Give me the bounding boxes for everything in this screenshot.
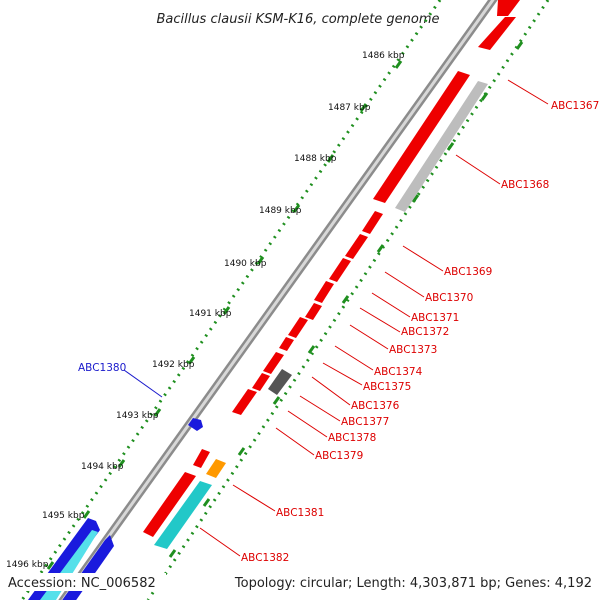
gene-label[interactable]: ABC1376 bbox=[351, 400, 400, 412]
gene-label[interactable]: ABC1372 bbox=[401, 326, 449, 338]
map-title: Bacillus clausii KSM-K16, complete genom… bbox=[156, 12, 439, 27]
kbp-label: 1489 kbp bbox=[259, 206, 302, 216]
gene-label[interactable]: ABC1373 bbox=[389, 344, 437, 356]
gene-label[interactable]: ABC1371 bbox=[411, 312, 459, 324]
gene-label[interactable]: ABC1379 bbox=[315, 450, 363, 462]
kbp-label: 1487 kbp bbox=[328, 103, 371, 113]
kbp-label: 1488 kbp bbox=[294, 154, 337, 164]
gene-abc1375[interactable] bbox=[279, 337, 294, 351]
footer-backdrop-right bbox=[258, 573, 596, 591]
accession-text: Accession: NC_006582 bbox=[8, 576, 156, 591]
genome-backbone bbox=[58, 0, 498, 600]
gene-abc1382[interactable] bbox=[154, 481, 212, 549]
gene-label[interactable]: ABC1374 bbox=[374, 366, 423, 378]
gene-labels: ABC1367 ABC1368 ABC1369 ABC1370 ABC1371 … bbox=[78, 100, 599, 564]
kbp-label: 1490 kbp bbox=[224, 259, 267, 269]
gene-abc1380[interactable] bbox=[188, 418, 203, 431]
kbp-label: 1496 kbp bbox=[6, 560, 49, 570]
kbp-label: 1495 kbp bbox=[42, 511, 85, 521]
gene-abc1381-a[interactable] bbox=[193, 449, 210, 468]
outer-ruler-line bbox=[20, 0, 442, 600]
gene-abc1372[interactable] bbox=[314, 281, 334, 303]
genome-summary-text: Topology: circular; Length: 4,303,871 bp… bbox=[234, 576, 592, 591]
gene-abc1371[interactable] bbox=[329, 258, 351, 282]
leader-line-abc1380 bbox=[123, 369, 163, 398]
gene-label[interactable]: ABC1377 bbox=[341, 416, 389, 428]
kbp-label: 1493 kbp bbox=[116, 411, 159, 421]
gene-label[interactable]: ABC1381 bbox=[276, 507, 324, 519]
gene-abc1381-b[interactable] bbox=[143, 472, 196, 537]
kbp-labels: 1486 kbp 1487 kbp 1488 kbp 1489 kbp 1490… bbox=[6, 51, 405, 570]
kbp-label: 1492 kbp bbox=[152, 360, 195, 370]
kbp-label: 1491 kbp bbox=[189, 309, 232, 319]
gene-abc1368[interactable] bbox=[395, 81, 488, 212]
kbp-label: 1486 kbp bbox=[362, 51, 405, 61]
reverse-genes bbox=[143, 0, 520, 549]
gene-abc1370[interactable] bbox=[345, 234, 368, 259]
gene-abc1373[interactable] bbox=[305, 303, 322, 320]
leader-lines bbox=[199, 79, 549, 557]
kbp-ticks bbox=[46, 60, 403, 570]
gene-abc1378[interactable] bbox=[252, 373, 270, 391]
inner-ruler-line bbox=[146, 0, 550, 600]
gene-top-red[interactable] bbox=[497, 0, 520, 16]
gene-label[interactable]: ABC1375 bbox=[363, 381, 411, 393]
gene-abc1367[interactable] bbox=[373, 71, 470, 203]
inner-ruler-ticks bbox=[168, 41, 524, 558]
kbp-label: 1494 kbp bbox=[81, 462, 124, 472]
footer-backdrop-left bbox=[4, 573, 166, 591]
gene-orange[interactable] bbox=[206, 459, 226, 478]
gene-label-abc1380[interactable]: ABC1380 bbox=[78, 362, 126, 374]
gene-label[interactable]: ABC1378 bbox=[328, 432, 376, 444]
gene-label[interactable]: ABC1382 bbox=[241, 552, 289, 564]
gene-abc1366[interactable] bbox=[478, 17, 516, 50]
gene-abc1376[interactable] bbox=[263, 352, 284, 374]
gene-label[interactable]: ABC1370 bbox=[425, 292, 473, 304]
gene-label[interactable]: ABC1369 bbox=[444, 266, 492, 278]
gene-label[interactable]: ABC1367 bbox=[551, 100, 599, 112]
gene-abc1377[interactable] bbox=[268, 369, 292, 395]
gene-abc1374[interactable] bbox=[288, 317, 308, 338]
gene-abc1369[interactable] bbox=[362, 211, 383, 234]
gene-label[interactable]: ABC1368 bbox=[501, 179, 549, 191]
gene-abc1379[interactable] bbox=[232, 389, 257, 415]
